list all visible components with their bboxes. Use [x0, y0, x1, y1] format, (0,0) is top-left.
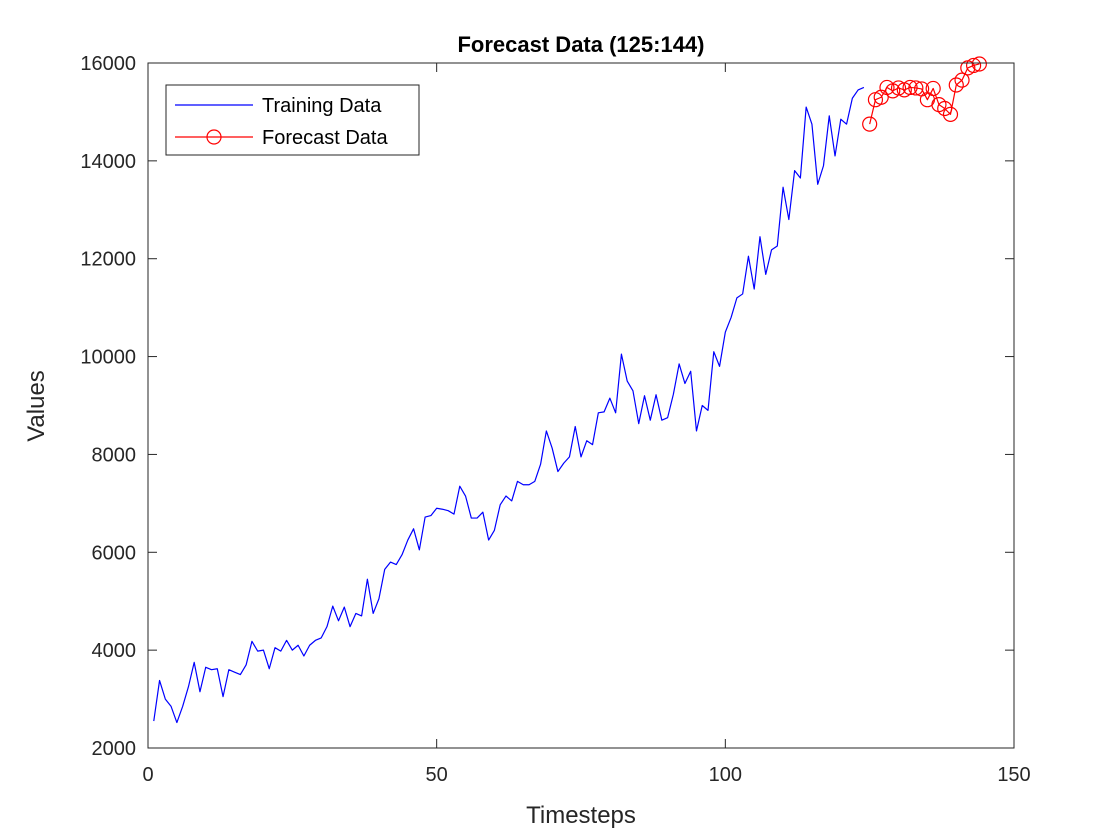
series-line-forecast	[869, 63, 980, 125]
x-axis-label: Timesteps	[526, 802, 636, 829]
y-tick-label: 10000	[80, 347, 136, 369]
series-line-training	[153, 86, 865, 724]
y-axis-ticks: 2000 4000 6000 8000 10000 12000 14000 16000	[80, 53, 1014, 760]
y-tick-label: 8000	[92, 444, 137, 466]
y-tick-label: 6000	[92, 542, 137, 564]
forecast-point	[948, 77, 964, 93]
forecast-point	[902, 79, 918, 96]
y-tick-label: 16000	[80, 53, 136, 75]
series-layer	[153, 56, 987, 724]
chart-title: Forecast Data (125:144)	[457, 32, 704, 57]
legend: Training Data Forecast Data	[165, 84, 420, 156]
legend-box	[165, 84, 420, 156]
legend-marker-forecast	[206, 129, 222, 145]
x-tick-label: 150	[997, 764, 1030, 786]
x-tick-label: 0	[142, 764, 153, 786]
forecast-point	[862, 116, 878, 132]
forecast-point	[890, 80, 907, 96]
y-tick-label: 4000	[92, 640, 137, 662]
x-tick-label: 100	[709, 764, 742, 786]
forecast-point	[971, 56, 987, 72]
axes-box	[147, 62, 1015, 749]
x-axis-ticks: 0 50 100 150	[142, 63, 1031, 786]
legend-label-forecast: Forecast Data	[262, 127, 388, 149]
forecast-point	[908, 80, 924, 96]
forecast-point	[965, 57, 982, 74]
y-tick-label: 14000	[80, 151, 136, 173]
forecast-point	[954, 72, 970, 88]
y-tick-label: 12000	[80, 249, 136, 271]
forecast-point	[942, 106, 959, 122]
forecast-point	[937, 100, 953, 117]
x-tick-label: 50	[426, 764, 448, 786]
legend-label-training: Training Data	[262, 95, 382, 117]
plot-area	[148, 63, 1014, 748]
y-tick-label: 2000	[92, 738, 137, 760]
y-axis-label: Values	[23, 370, 50, 442]
forecast-point	[873, 89, 889, 105]
forecast-point	[925, 80, 941, 97]
